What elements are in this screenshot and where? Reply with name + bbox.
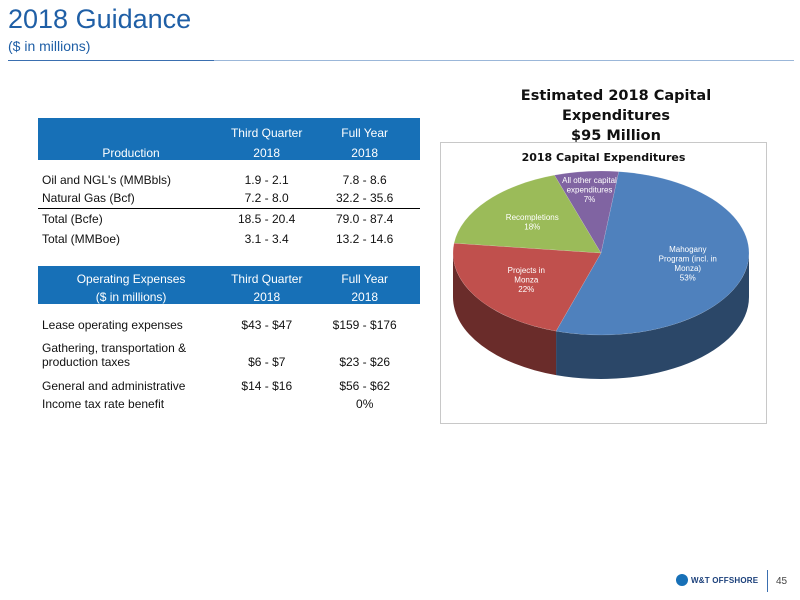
table-row: General and administrative $14 - $16 $56…	[38, 377, 420, 395]
title-rule-light	[214, 60, 794, 61]
pie-slice-label: 53%	[680, 274, 696, 283]
opex-table: Operating Expenses Third Quarter Full Ye…	[38, 266, 420, 413]
row-fy: $23 - $26	[339, 355, 391, 369]
opex-fy-header-top: Full Year	[341, 272, 389, 286]
pie-slice-label: Program (incl. in	[659, 255, 717, 264]
table-row: Total (MMBoe) 3.1 - 3.4 13.2 - 14.6	[38, 229, 420, 248]
table-row: Lease operating expenses $43 - $47 $159 …	[38, 315, 420, 335]
pie-slice-label: 18%	[524, 223, 540, 232]
logo-mark-icon	[676, 574, 688, 586]
row-fy: 0%	[356, 397, 374, 411]
production-fy-header-bottom: 2018	[351, 146, 378, 160]
production-fy-header-top: Full Year	[341, 126, 388, 140]
pie-slice-side	[556, 253, 749, 379]
row-fy: 32.2 - 35.6	[335, 191, 394, 206]
table-row: Oil and NGL's (MMBbls) 1.9 - 2.1 7.8 - 8…	[38, 170, 420, 189]
chart-title-line2: $95 Million	[571, 128, 661, 144]
opex-q3-header-bottom: 2018	[253, 290, 281, 304]
pie-slice-side	[453, 253, 557, 376]
row-q3	[224, 395, 309, 413]
row-fy: 79.0 - 87.4	[309, 207, 420, 229]
opex-q3-header-top: Third Quarter	[231, 272, 303, 286]
pie-slice	[555, 171, 750, 336]
production-q3-header-bottom: 2018	[253, 146, 280, 160]
table-row: Gathering, transportation & production t…	[38, 335, 420, 369]
opex-fy-header-bottom: 2018	[351, 290, 379, 304]
chart-title-line1: Estimated 2018 Capital Expenditures	[520, 88, 712, 124]
row-q3: 7.2 - 8.0	[244, 191, 289, 206]
pie-slice	[554, 170, 620, 254]
page-subtitle: ($ in millions)	[8, 38, 91, 54]
pie-slice-label: Monza)	[674, 264, 701, 273]
pie-slice-label: Mahogany	[669, 245, 706, 254]
pie-chart-frame: 2018 Capital Expenditures Mahogany Progra…	[440, 142, 767, 424]
row-label: Lease operating expenses	[42, 318, 183, 332]
table-row: Total (Bcfe) 18.5 - 20.4 79.0 - 87.4	[38, 207, 420, 229]
title-rule	[8, 60, 214, 61]
row-q3: $6 - $7	[248, 355, 286, 369]
production-table: Third Quarter Full Year Production 2018 …	[38, 118, 420, 248]
company-logo: W&T OFFSHORE	[676, 574, 758, 586]
page-title: 2018 Guidance	[8, 4, 192, 34]
row-label: Oil and NGL's (MMBbls)	[42, 172, 171, 187]
chart-title: Estimated 2018 Capital Expenditures $95 …	[466, 86, 766, 146]
row-fy: $159 - $176	[332, 318, 397, 332]
pie-slice	[453, 174, 602, 254]
row-label: Natural Gas (Bcf)	[42, 191, 135, 206]
pie-chart-inner-title: 2018 Capital Expenditures	[521, 151, 686, 164]
logo-text: W&T OFFSHORE	[691, 575, 759, 585]
row-q3: 3.1 - 3.4	[244, 231, 289, 246]
row-label: General and administrative	[42, 379, 186, 393]
row-label-line1: Gathering, transportation &	[42, 341, 187, 355]
production-header-label: Production	[102, 146, 160, 160]
row-label-line2: production taxes	[42, 355, 131, 369]
table-row: Natural Gas (Bcf) 7.2 - 8.0 32.2 - 35.6	[38, 189, 420, 208]
pie-slice	[452, 242, 602, 332]
table-row: Income tax rate benefit 0%	[38, 395, 420, 413]
row-label: Income tax rate benefit	[42, 397, 165, 411]
pie-slice-label: expenditures	[567, 185, 613, 194]
opex-header-label-bottom: ($ in millions)	[95, 290, 167, 304]
row-fy: $56 - $62	[339, 379, 391, 393]
row-q3: $14 - $16	[241, 379, 293, 393]
page-number: 45	[776, 576, 788, 587]
pie-slice-label: Monza	[514, 276, 539, 285]
pie-slice-label: 7%	[584, 195, 596, 204]
row-fy: 7.8 - 8.6	[342, 172, 387, 187]
opex-header-label-top: Operating Expenses	[76, 272, 186, 286]
production-q3-header-top: Third Quarter	[230, 126, 303, 140]
row-q3: $43 - $47	[241, 318, 293, 332]
row-q3: 1.9 - 2.1	[244, 172, 289, 187]
row-q3: 18.5 - 20.4	[224, 207, 310, 229]
row-fy: 13.2 - 14.6	[335, 231, 394, 246]
pie-slice-label: All other capital	[562, 176, 617, 185]
pie-slice-label: Recompletions	[506, 213, 559, 222]
pie-slice-label: Projects in	[508, 266, 545, 275]
row-label: Total (Bcfe)	[38, 207, 224, 229]
page-number-divider	[767, 570, 768, 592]
row-label: Total (MMBoe)	[42, 231, 121, 246]
pie-slice-label: 22%	[518, 285, 534, 294]
